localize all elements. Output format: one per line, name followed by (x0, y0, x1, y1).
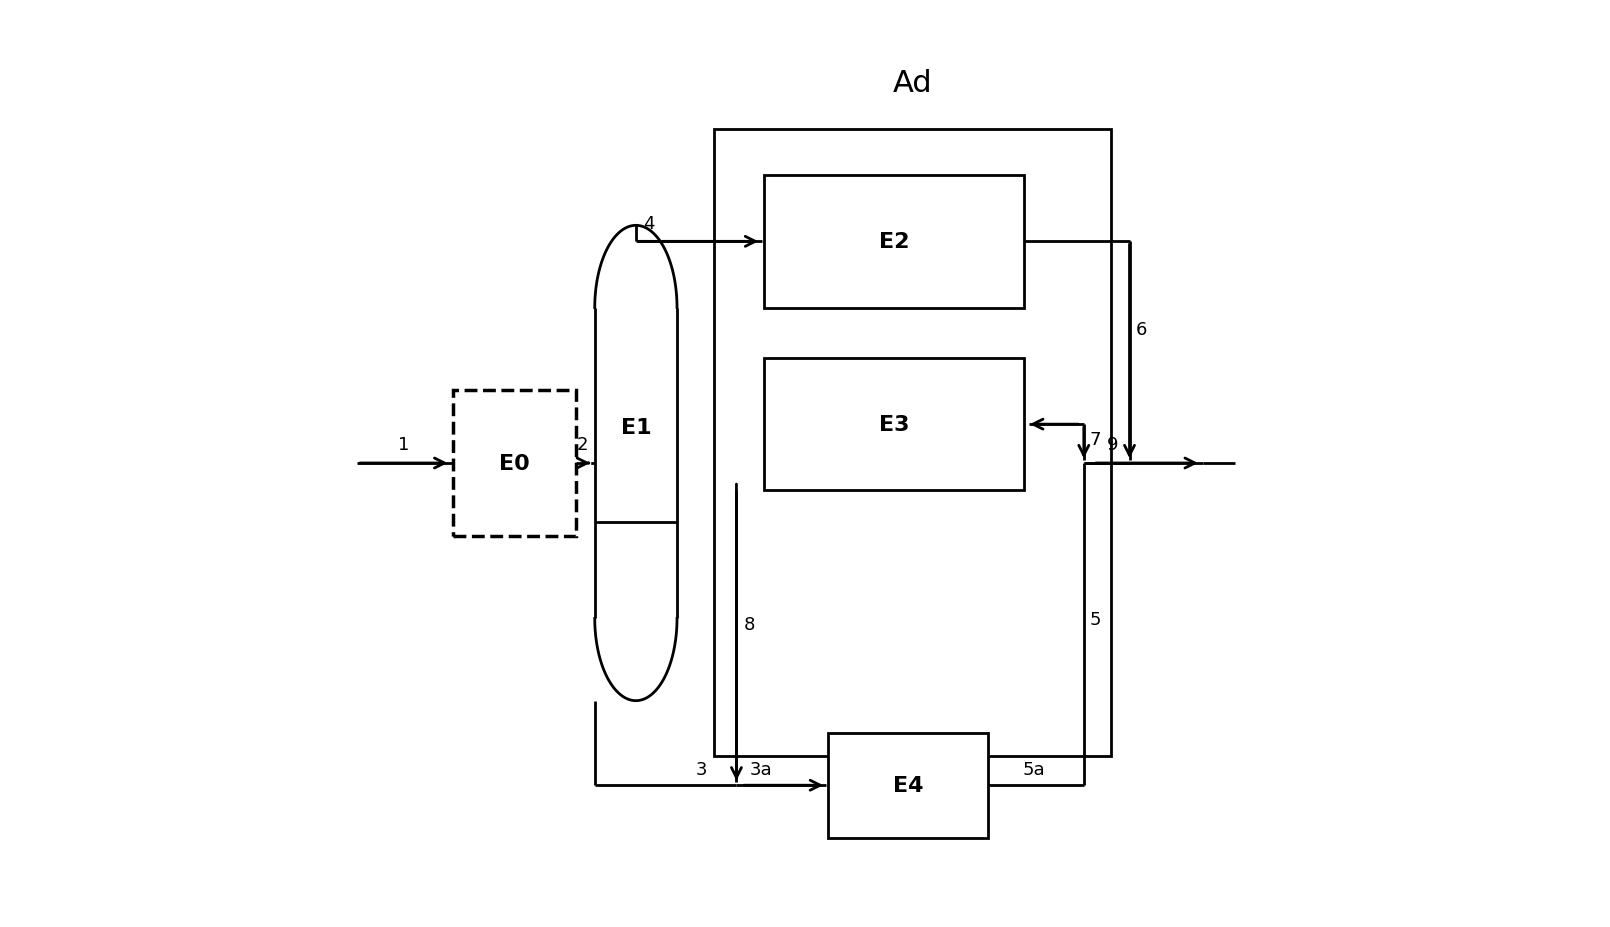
Text: 9: 9 (1106, 436, 1119, 454)
Text: E2: E2 (879, 232, 910, 252)
Text: E0: E0 (499, 453, 530, 474)
Text: 1: 1 (398, 436, 409, 454)
Bar (828, 733, 989, 838)
Text: E4: E4 (892, 775, 923, 795)
Text: Ad: Ad (892, 70, 932, 98)
Text: 4: 4 (644, 214, 655, 233)
Bar (452, 390, 576, 537)
Text: E3: E3 (879, 414, 910, 435)
Bar (763, 176, 1024, 309)
Text: 5a: 5a (1022, 760, 1045, 779)
Text: 3a: 3a (750, 760, 773, 779)
Text: 8: 8 (744, 615, 755, 633)
Bar (763, 359, 1024, 491)
Text: 6: 6 (1137, 321, 1148, 338)
Text: E1: E1 (620, 418, 650, 438)
Text: 2: 2 (576, 436, 588, 454)
Text: 5: 5 (1090, 611, 1101, 629)
Text: 3: 3 (696, 760, 707, 779)
Bar (594, 309, 678, 618)
Text: 7: 7 (1090, 430, 1101, 448)
Bar (713, 130, 1111, 756)
